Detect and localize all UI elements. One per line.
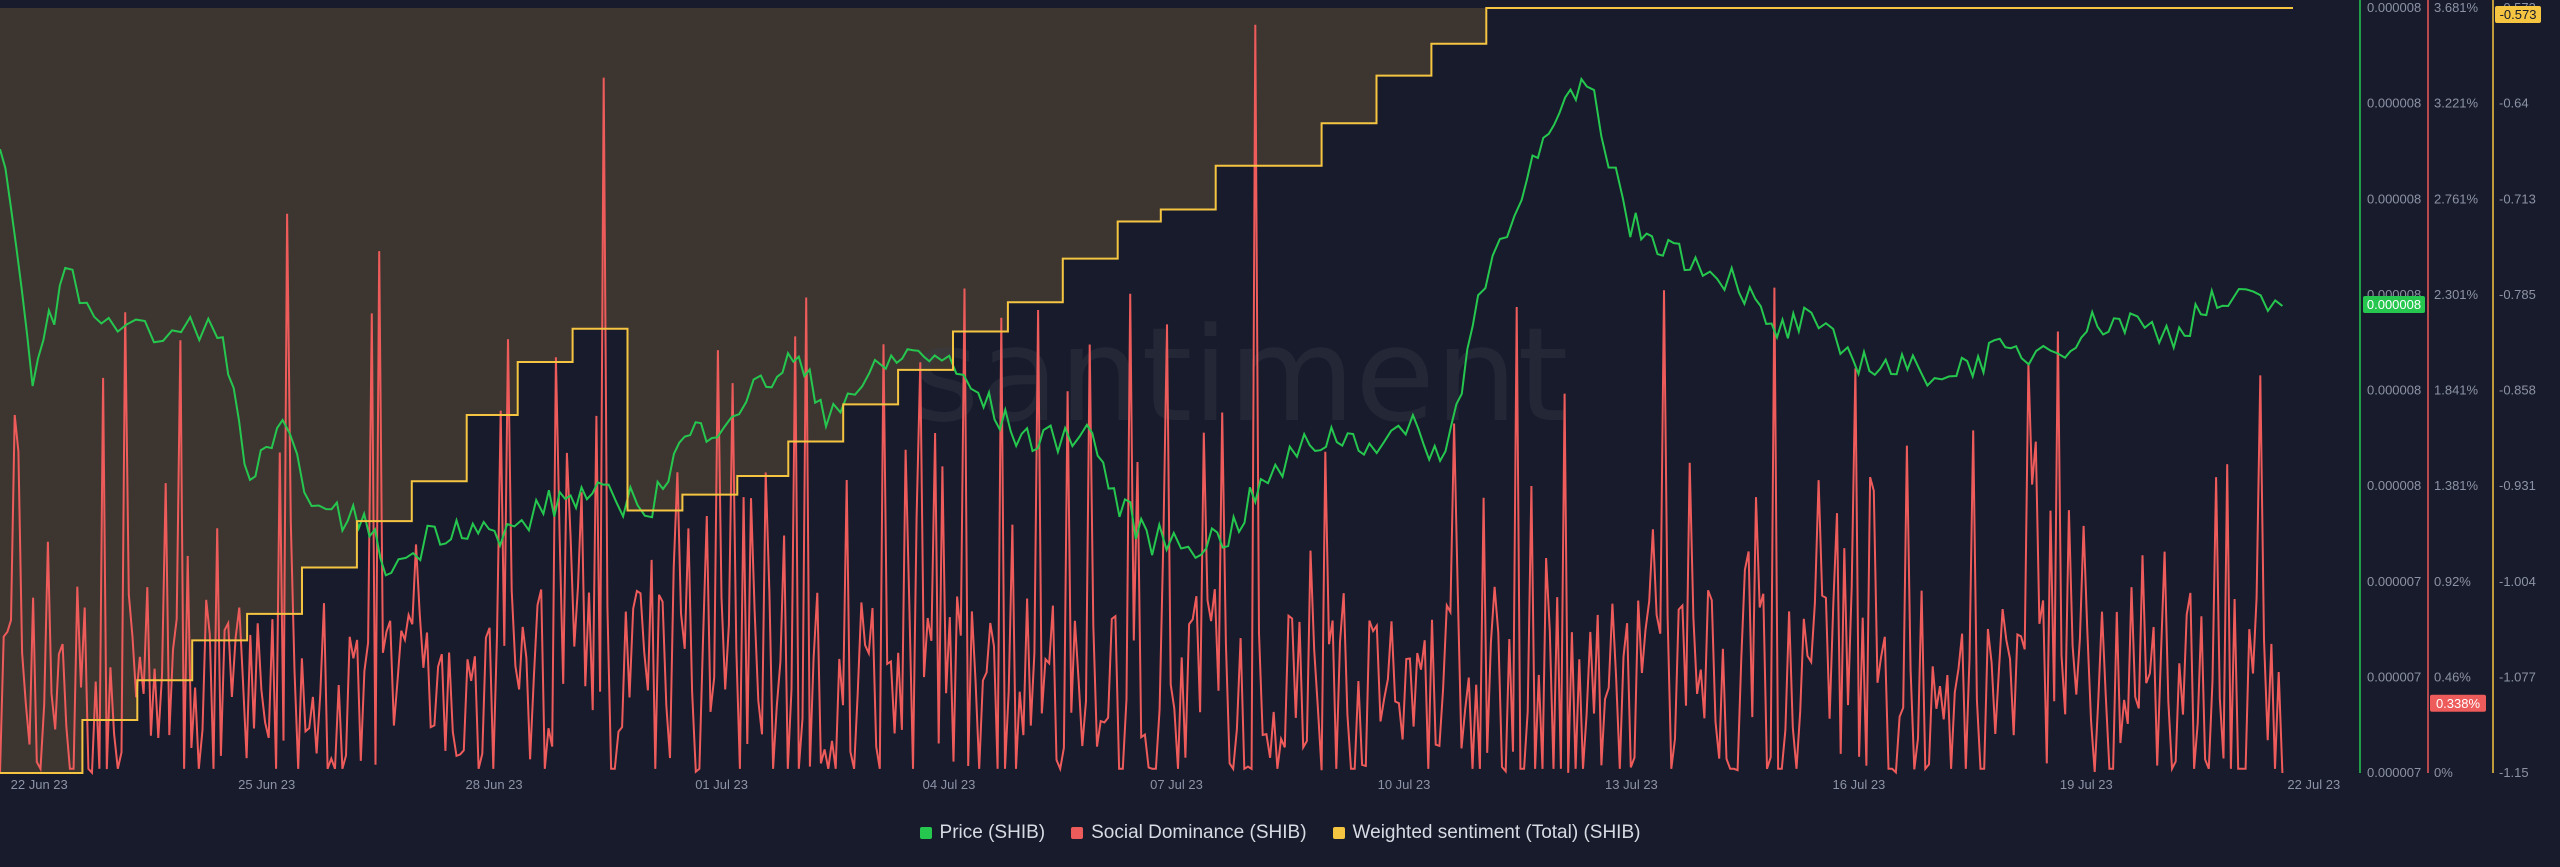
x-tick-label: 19 Jul 23 (2060, 777, 2113, 792)
sentiment-axis-tick-label: -0.785 (2499, 287, 2536, 302)
legend: Price (SHIB) Social Dominance (SHIB) Wei… (0, 820, 2560, 846)
price-current-badge-label: 0.000008 (2367, 297, 2421, 312)
sentiment-axis-tick-label: -1.15 (2499, 765, 2529, 780)
social-dominance-axis-tick-label: 0% (2434, 765, 2453, 780)
price-axis-tick-label: 0.000007 (2367, 574, 2421, 589)
x-tick-label: 07 Jul 23 (1150, 777, 1203, 792)
sentiment-axis-tick-label: -0.64 (2499, 96, 2529, 111)
price-axis-tick-label: 0.000008 (2367, 191, 2421, 206)
price-axis-ticks: 0.000008 0.000008 0.000008 0.000008 0.000008… (2367, 0, 2421, 780)
sentiment-current-badge-box (2495, 6, 2541, 23)
price-axis-tick-label: 0.000008 (2367, 383, 2421, 398)
santiment-watermark: santiment (912, 299, 1569, 451)
legend-swatch-weighted-sentiment (1332, 827, 1345, 839)
price-axis-tick-label: 0.000008 (2367, 478, 2421, 493)
x-tick-label: 25 Jun 23 (238, 777, 295, 792)
price-axis-tick-label: 0.000008 (2367, 96, 2421, 111)
social-dominance-axis-tick-label: 3.681% (2434, 0, 2479, 15)
price-line[interactable] (0, 76, 2284, 577)
sentiment-axis-tick-label: -0.858 (2499, 383, 2536, 398)
legend-label-social-dominance: Social Dominance (SHIB) (1091, 822, 1307, 843)
sentiment-axis-tick-label: -0.713 (2499, 191, 2536, 206)
social-dominance-axis-tick-label: 0.92% (2434, 574, 2471, 589)
social-dominance-axis-tick-label: 2.301% (2434, 287, 2479, 302)
current-value-badges: 0.000008 0.338% -0.573 (2363, 6, 2541, 712)
x-tick-label: 16 Jul 23 (1833, 777, 1886, 792)
x-tick-label: 01 Jul 23 (695, 777, 748, 792)
legend-label-weighted-sentiment: Weighted sentiment (Total) (SHIB) (1352, 822, 1641, 843)
legend-label-price: Price (SHIB) (939, 822, 1046, 843)
x-tick-label: 22 Jun 23 (11, 777, 68, 792)
x-axis-ticks: 22 Jun 23 25 Jun 23 28 Jun 23 01 Jul 23 04 J… (11, 777, 2341, 792)
x-tick-label: 13 Jul 23 (1605, 777, 1658, 792)
social-dominance-axis-tick-label: 0.46% (2434, 669, 2471, 684)
x-tick-label: 28 Jun 23 (466, 777, 523, 792)
sentiment-axis-tick-label: -1.077 (2499, 669, 2536, 684)
social-dominance-axis-ticks: 3.681% 3.221% 2.761% 2.301% 1.841% 1.381% 0.92… (2434, 0, 2479, 780)
x-tick-label: 22 Jul 23 (2287, 777, 2340, 792)
price-axis-tick-label: 0.000007 (2367, 765, 2421, 780)
sentiment-axis-ticks: -0.573 -0.64 -0.713 -0.785 -0.858 -0.931 -1.00… (2499, 0, 2536, 780)
weighted-sentiment-line[interactable] (0, 7, 2293, 774)
social-dominance-current-badge-label: 0.338% (2436, 696, 2481, 711)
social-dominance-axis-tick-label: 1.841% (2434, 383, 2479, 398)
social-dominance-line[interactable] (0, 24, 2284, 776)
price-axis-tick-label: 0.000007 (2367, 669, 2421, 684)
social-dominance-axis-tick-label: 3.221% (2434, 96, 2479, 111)
price-axis-tick-label: 0.000008 (2367, 0, 2421, 15)
x-tick-label: 04 Jul 23 (923, 777, 976, 792)
legend-swatch-social-dominance (1071, 827, 1084, 839)
x-tick-label: 10 Jul 23 (1378, 777, 1431, 792)
legend-item-weighted-sentiment[interactable]: Weighted sentiment (Total) (SHIB) (1332, 822, 1641, 844)
legend-item-price[interactable]: Price (SHIB) (919, 822, 1046, 844)
social-dominance-axis-tick-label: 2.761% (2434, 191, 2479, 206)
social-dominance-axis-tick-label: 1.381% (2434, 478, 2479, 493)
sentiment-current-badge-label: -0.573 (2500, 7, 2537, 22)
sentiment-axis-tick-label: -0.931 (2499, 478, 2536, 493)
price-current-badge-box (2363, 295, 2425, 313)
social-dominance-current-badge-box (2430, 694, 2486, 712)
sentiment-fill-area (0, 8, 2293, 773)
legend-swatch-price (919, 827, 932, 839)
legend-item-social-dominance[interactable]: Social Dominance (SHIB) (1071, 822, 1307, 844)
sentiment-axis-tick-label: -1.004 (2499, 574, 2536, 589)
